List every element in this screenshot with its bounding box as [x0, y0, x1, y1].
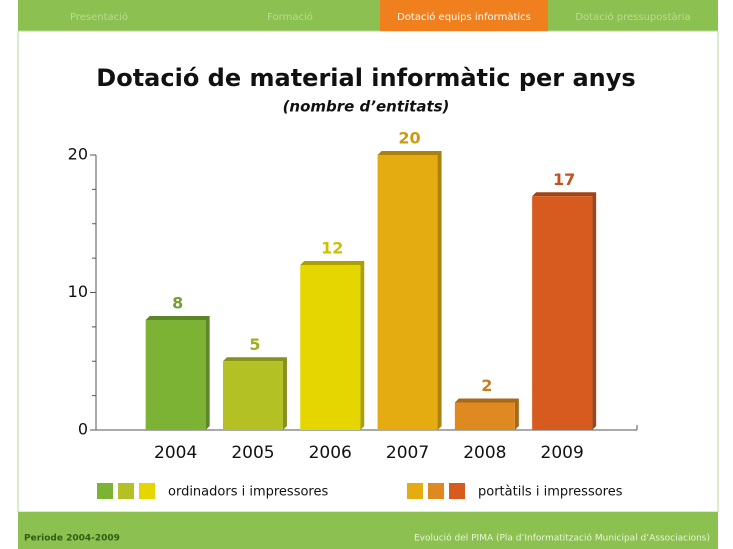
nav-tab-active — [380, 0, 548, 31]
bar — [377, 155, 438, 430]
legend-swatch — [118, 483, 134, 499]
x-tick-label: 2004 — [154, 443, 197, 463]
y-tick-label: 10 — [68, 282, 88, 301]
y-tick-label: 20 — [68, 145, 88, 164]
legend-swatch — [428, 483, 444, 499]
footer-left: Periode 2004-2009 — [24, 534, 120, 544]
bar-depth — [454, 398, 519, 430]
legend-label: ordinadors i impressores — [168, 485, 328, 500]
x-tick-label: 2008 — [463, 443, 506, 463]
y-tick-label: 0 — [78, 420, 88, 439]
bar — [222, 361, 283, 430]
footer-bar — [18, 512, 718, 549]
x-tick-label: 2005 — [231, 443, 274, 463]
data-label: 12 — [321, 239, 343, 258]
data-label: 2 — [481, 376, 492, 395]
nav-tab[interactable]: Presentació — [70, 11, 128, 23]
bar — [145, 320, 206, 430]
legend-swatch — [97, 483, 113, 499]
nav-tab[interactable]: Dotació pressupostària — [575, 11, 690, 23]
x-tick-label: 2006 — [309, 443, 352, 463]
data-label: 17 — [553, 170, 575, 189]
nav-bar — [18, 0, 718, 31]
bar — [454, 402, 515, 430]
legend-label: portàtils i impressores — [478, 485, 623, 500]
footer-right: Evolució del PIMA (Pla d’Informatització… — [414, 533, 710, 544]
bar — [300, 265, 361, 430]
chart-subtitle: (nombre d’entitats) — [283, 98, 450, 116]
legend-swatch — [449, 483, 465, 499]
nav-tab[interactable]: Formació — [267, 11, 313, 23]
legend-swatch — [139, 483, 155, 499]
bar — [532, 196, 593, 430]
legend-swatch — [407, 483, 423, 499]
data-label: 8 — [172, 294, 183, 313]
chart-title: Dotació de material informàtic per anys — [96, 64, 635, 92]
data-label: 5 — [249, 335, 260, 354]
x-tick-label: 2009 — [541, 443, 584, 463]
x-tick-label: 2007 — [386, 443, 429, 463]
data-label: 20 — [398, 129, 420, 148]
content-frame — [17, 30, 719, 513]
nav-tab[interactable]: Dotació equips informàtics — [397, 11, 531, 23]
